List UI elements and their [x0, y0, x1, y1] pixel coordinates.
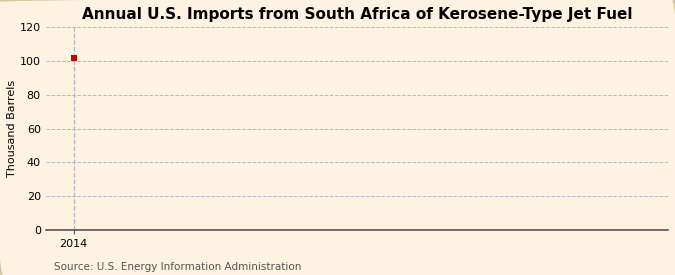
Y-axis label: Thousand Barrels: Thousand Barrels — [7, 80, 17, 177]
Title: Annual U.S. Imports from South Africa of Kerosene-Type Jet Fuel: Annual U.S. Imports from South Africa of… — [82, 7, 632, 22]
Text: Source: U.S. Energy Information Administration: Source: U.S. Energy Information Administ… — [54, 262, 301, 272]
